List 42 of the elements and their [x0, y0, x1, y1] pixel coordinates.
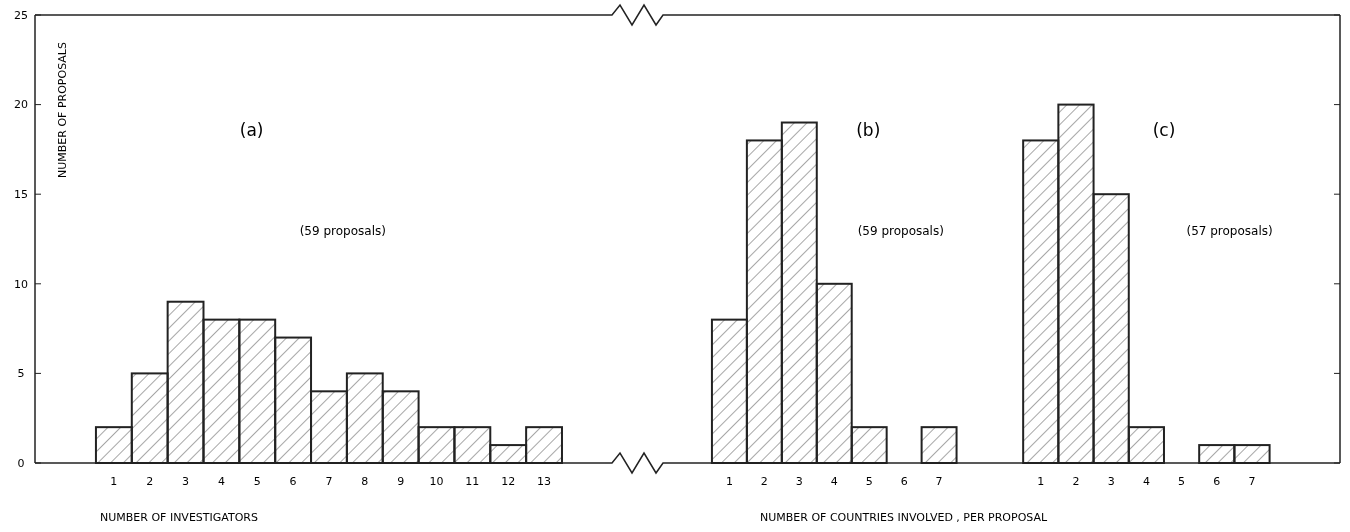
- x-tick-label: 7: [1248, 475, 1256, 488]
- x-tick-label: 12: [501, 475, 516, 488]
- y-tick-label: 0: [17, 456, 25, 470]
- y-tick-label: 5: [17, 367, 25, 381]
- x-tick-label: 7: [935, 475, 943, 488]
- x-tick-label: 7: [325, 475, 333, 488]
- y-axis-title: NUMBER OF PROPOSALS: [56, 42, 69, 178]
- x-tick-label: 9: [397, 475, 405, 488]
- x-tick-label: 1: [1037, 475, 1045, 488]
- x-tick-label: 8: [361, 475, 369, 488]
- x-tick-label: 3: [182, 475, 190, 488]
- x-axis-title: NUMBER OF INVESTIGATORS: [100, 511, 258, 524]
- x-tick-label: 11: [465, 475, 480, 488]
- annotation: (59 proposals): [299, 223, 386, 238]
- x-tick-label: 4: [217, 475, 225, 488]
- x-tick-label: 3: [1107, 475, 1115, 488]
- y-tick-label: 15: [14, 188, 28, 202]
- x-tick-label: 1: [110, 475, 118, 488]
- annotation: (a): [239, 119, 264, 140]
- x-tick-label: 4: [1142, 475, 1150, 488]
- y-tick-label: 20: [14, 98, 28, 112]
- x-tick-label: 5: [253, 475, 261, 488]
- y-tick-label: 25: [14, 8, 28, 22]
- x-tick-label: 2: [1072, 475, 1080, 488]
- x-tick-label: 4: [830, 475, 838, 488]
- x-tick-label: 13: [537, 475, 552, 488]
- x-tick-label: 1: [725, 475, 733, 488]
- x-tick-label: 6: [900, 475, 908, 488]
- x-tick-label: 5: [865, 475, 873, 488]
- x-tick-label: 10: [429, 475, 444, 488]
- annotation: (c): [1152, 119, 1176, 140]
- x-tick-label: 2: [146, 475, 154, 488]
- annotation: (59 proposals): [857, 223, 944, 238]
- x-tick-label: 5: [1178, 475, 1186, 488]
- annotation: (57 proposals): [1186, 223, 1273, 238]
- x-tick-label: 6: [289, 475, 297, 488]
- y-tick-label: 10: [14, 277, 28, 291]
- x-axis-title: NUMBER OF COUNTRIES INVOLVED , PER PROPOSAL: [760, 511, 1049, 524]
- x-tick-label: 3: [795, 475, 803, 488]
- x-tick-label: 6: [1213, 475, 1221, 488]
- x-tick-label: 2: [760, 475, 768, 488]
- annotation: (b): [856, 119, 881, 140]
